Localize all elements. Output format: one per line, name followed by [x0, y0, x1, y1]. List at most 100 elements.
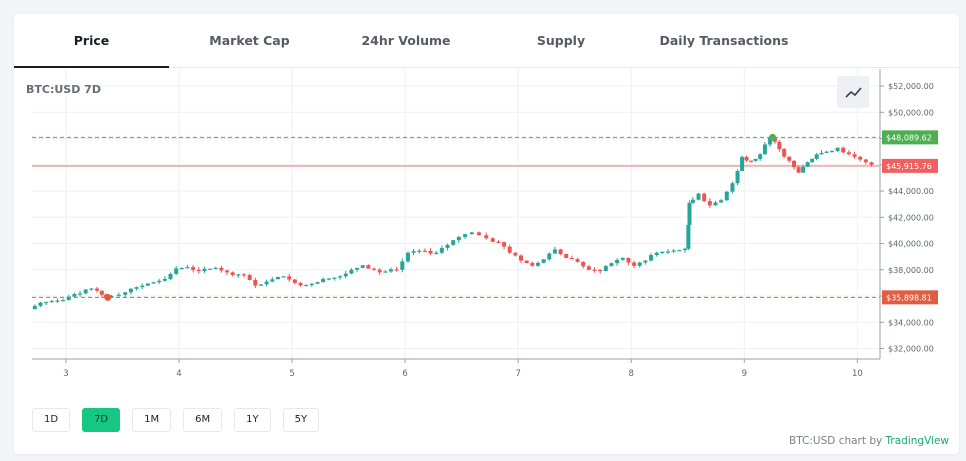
candle-down	[524, 260, 529, 263]
range-7d-button[interactable]: 7D	[82, 408, 121, 432]
candle-up	[213, 267, 218, 270]
range-6m-button[interactable]: 6M	[183, 408, 223, 432]
y-tick-label: $38,000.00	[888, 266, 934, 275]
candle-up	[814, 154, 819, 159]
candle-up	[649, 255, 654, 261]
candle-down	[558, 249, 563, 255]
candle-up	[753, 158, 758, 161]
candle-up	[304, 284, 309, 287]
candle-down	[191, 267, 196, 270]
candle-down	[869, 162, 874, 165]
candle-up	[439, 247, 444, 253]
candle-up	[72, 294, 77, 297]
y-tick-label: $34,000.00	[888, 318, 934, 327]
candle-up	[541, 259, 546, 263]
candle-down	[598, 269, 603, 272]
low-marker-dot	[104, 293, 112, 301]
candle-up	[388, 269, 393, 272]
tab-daily-transactions[interactable]: Daily Transactions	[659, 33, 789, 48]
candle-up	[66, 296, 71, 301]
candle-up	[55, 300, 60, 302]
candle-down	[581, 261, 586, 267]
range-1d-button[interactable]: 1D	[32, 408, 71, 432]
x-tick-label: 10	[852, 369, 863, 379]
candle-down	[490, 238, 495, 242]
low-price-label-bg	[882, 290, 938, 305]
candle-down	[632, 262, 637, 266]
candle-up	[677, 250, 682, 252]
candle-down	[592, 269, 597, 271]
candle-up	[620, 257, 625, 260]
candle-up	[89, 288, 94, 290]
tab-24hr-volume[interactable]: 24hr Volume	[361, 33, 451, 48]
candle-up	[835, 147, 840, 151]
candle-down	[287, 276, 292, 280]
candle-up	[682, 248, 687, 251]
line-chart-icon	[845, 87, 862, 98]
tradingview-link[interactable]: TradingView	[885, 435, 949, 447]
candle-up	[258, 284, 263, 286]
x-tick-label: 4	[176, 369, 181, 379]
candle-down	[507, 246, 512, 253]
candle-up	[315, 282, 320, 284]
candle-down	[298, 282, 303, 286]
candle-down	[787, 156, 792, 161]
candle-up	[829, 150, 834, 153]
candle-down	[253, 279, 258, 286]
candle-up	[654, 252, 659, 256]
candle-down	[292, 279, 297, 283]
candle-down	[428, 250, 433, 254]
tab-supply[interactable]: Supply	[536, 33, 586, 48]
candle-up	[434, 252, 439, 254]
price-chart[interactable]: $32,000.00$34,000.00$36,000.00$38,000.00…	[14, 14, 959, 394]
candle-up	[349, 269, 354, 274]
candle-up	[140, 285, 145, 288]
candle-up	[824, 151, 829, 153]
x-tick-label: 5	[289, 369, 294, 379]
candle-up	[768, 137, 773, 145]
candle-up	[637, 262, 642, 266]
candle-up	[355, 267, 360, 270]
chart-card: Price Market Cap 24hr Volume Supply Dail…	[14, 14, 959, 454]
y-tick-label: $44,000.00	[888, 187, 934, 196]
candle-down	[530, 262, 535, 266]
candle-up	[360, 265, 365, 268]
candle-down	[484, 235, 489, 239]
candle-down	[626, 257, 631, 263]
candle-up	[185, 267, 190, 269]
candle-down	[792, 160, 797, 168]
candle-up	[451, 240, 456, 245]
candle-down	[796, 167, 801, 173]
candle-down	[394, 269, 399, 271]
high-price-label-bg	[882, 130, 938, 145]
chart-style-toggle[interactable]	[837, 76, 869, 108]
candle-up	[417, 250, 422, 252]
candle-up	[270, 279, 275, 282]
candle-up	[116, 294, 121, 296]
candle-up	[758, 154, 763, 159]
candle-up	[109, 295, 114, 298]
y-tick-label: $40,000.00	[888, 240, 934, 249]
x-tick-label: 7	[515, 369, 520, 379]
candle-down	[586, 266, 591, 270]
candle-up	[400, 261, 405, 270]
tab-market-cap[interactable]: Market Cap	[209, 33, 290, 48]
candle-down	[782, 149, 787, 157]
candle-up	[730, 183, 735, 192]
candle-down	[502, 242, 507, 247]
candle-up	[456, 236, 461, 241]
low-price-label: $35,898.81	[886, 293, 932, 302]
candle-up	[735, 171, 740, 184]
range-5y-button[interactable]: 5Y	[282, 408, 320, 432]
candle-up	[690, 199, 695, 203]
candle-up	[547, 253, 552, 260]
candle-up	[123, 292, 128, 295]
candle-up	[332, 277, 337, 279]
candle-up	[463, 234, 468, 237]
range-1y-button[interactable]: 1Y	[234, 408, 271, 432]
candle-up	[321, 278, 326, 283]
candle-up	[643, 260, 648, 263]
range-1m-button[interactable]: 1M	[132, 408, 172, 432]
tab-price[interactable]: Price	[14, 14, 169, 68]
current-price-label: $45,915.76	[886, 162, 932, 171]
